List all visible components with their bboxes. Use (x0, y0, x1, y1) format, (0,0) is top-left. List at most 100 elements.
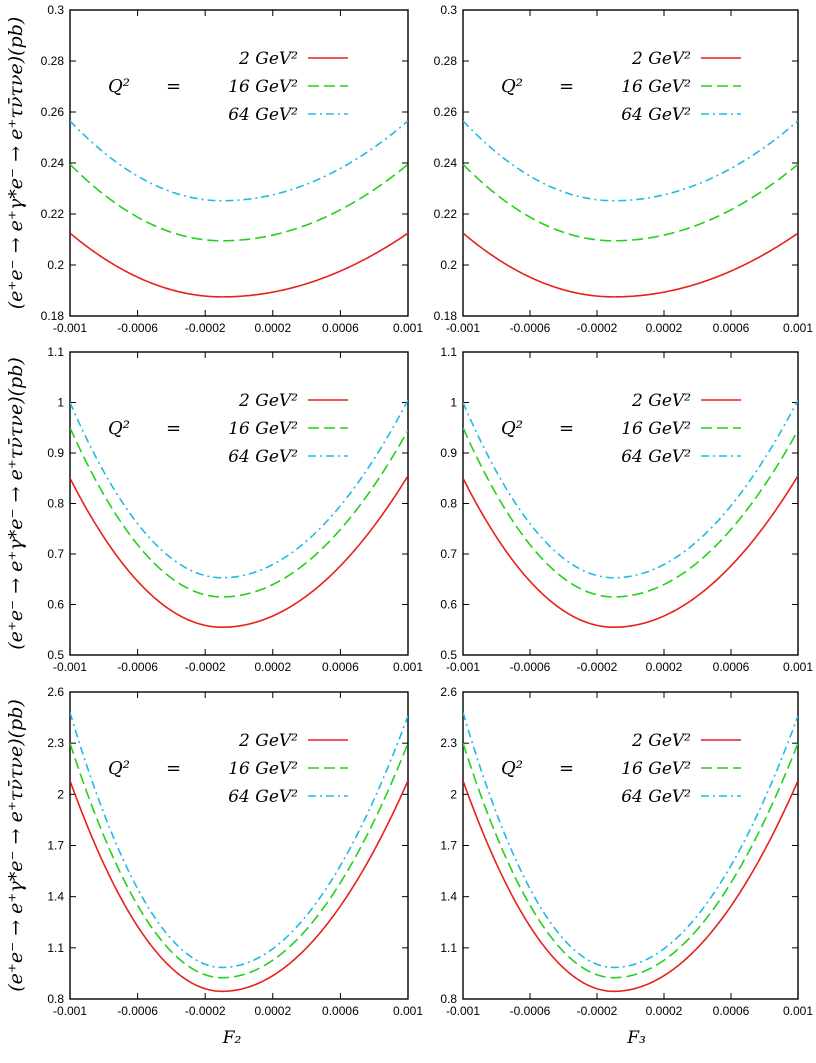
legend-entry-label: 64 GeV² (621, 447, 691, 467)
y-tick-label: 0.2 (440, 258, 457, 272)
legend-q2-label: Q² (501, 758, 523, 779)
y-tick-label: 0.24 (41, 156, 65, 170)
x-tick-label: -0.001 (446, 660, 480, 674)
x-tick-label: 0.001 (783, 660, 813, 674)
legend: Q² = 2 GeV² 16 GeV² 64 GeV² (108, 49, 348, 125)
y-tick-label: 2.3 (47, 736, 64, 750)
x-tick-label: -0.0006 (117, 660, 158, 674)
x-tick-label: -0.0002 (185, 1004, 226, 1018)
plot-frame (462, 691, 799, 1000)
x-tick-label: 0.0002 (646, 660, 683, 674)
y-axis-label: (e⁺e⁻ → e⁺γ*e⁻ → e⁺τν̄τνe)(pb) (5, 17, 27, 310)
legend: Q² = 2 GeV² 16 GeV² 64 GeV² (108, 731, 348, 807)
legend-entry-label: 64 GeV² (621, 787, 691, 807)
x-tick-label: -0.0002 (577, 1004, 618, 1018)
legend-entry-label: 16 GeV² (228, 77, 298, 97)
y-tick-label: 0.26 (41, 105, 65, 119)
y-tick-label: 0.3 (47, 3, 64, 17)
legend-entry-label: 16 GeV² (621, 419, 691, 439)
series-line-16-gev2 (70, 427, 408, 598)
x-tick-label: -0.0002 (185, 321, 226, 335)
y-tick-label: 0.5 (47, 648, 64, 662)
series-line-2-gev2 (463, 232, 798, 298)
legend-entry-label: 2 GeV² (238, 49, 298, 69)
y-tick-label: 0.18 (41, 309, 65, 323)
x-tick-label: -0.0002 (185, 660, 226, 674)
series-line-2-gev2 (463, 780, 798, 993)
y-tick-label: 0.18 (434, 309, 458, 323)
series-line-16-gev2 (463, 742, 798, 979)
y-tick-label: 0.22 (434, 207, 458, 221)
plot-frame (462, 9, 799, 317)
legend-equals: = (559, 758, 574, 779)
y-tick-label: 2 (57, 787, 64, 801)
chart-panel-r1c2: -0.001 -0.0006 -0.0002 0.0002 0.0006 0.001 0.1… (434, 3, 814, 335)
legend-q2-label: Q² (501, 76, 523, 97)
legend-entry-label: 64 GeV² (228, 447, 298, 467)
series-line-64-gev2 (70, 399, 408, 579)
legend-entry-label: 2 GeV² (631, 49, 691, 69)
x-tick-label: 0.0006 (322, 660, 359, 674)
series-line-64-gev2 (70, 120, 408, 202)
x-tick-label: 0.001 (393, 1004, 423, 1018)
legend-entry-label: 16 GeV² (228, 419, 298, 439)
x-tick-label: -0.0006 (510, 660, 551, 674)
legend-equals: = (559, 418, 574, 439)
chart-panel-r2c2: -0.001 -0.0006 -0.0002 0.0002 0.0006 0.001 0.5… (440, 345, 813, 674)
y-tick-label: 0.6 (47, 598, 64, 612)
y-tick-label: 0.22 (41, 207, 65, 221)
legend-q2-label: Q² (108, 418, 130, 439)
y-tick-label: 2.6 (47, 685, 64, 699)
y-axis-label: (e⁺e⁻ → e⁺γ*e⁻ → e⁺τν̄τνe)(pb) (5, 357, 27, 650)
y-tick-label: 0.2 (47, 258, 64, 272)
y-tick-label: 0.28 (434, 54, 458, 68)
legend-entry-label: 16 GeV² (621, 77, 691, 97)
x-tick-label: -0.0002 (577, 321, 618, 335)
y-tick-label: 0.24 (434, 156, 458, 170)
y-tick-label: 1.4 (47, 890, 64, 904)
series-line-16-gev2 (70, 742, 408, 979)
x-tick-label: 0.0002 (254, 321, 291, 335)
series-line-16-gev2 (70, 163, 408, 242)
x-tick-label: -0.001 (53, 660, 87, 674)
y-tick-label: 1.7 (440, 839, 457, 853)
legend-equals: = (166, 758, 181, 779)
x-tick-label: 0.0006 (713, 660, 750, 674)
y-tick-label: 0.8 (47, 497, 64, 511)
series-line-2-gev2 (463, 475, 798, 629)
y-tick-label: 2.3 (440, 736, 457, 750)
y-tick-label: 0.8 (440, 992, 457, 1006)
legend-q2-label: Q² (108, 76, 130, 97)
x-tick-label: 0.001 (783, 1004, 813, 1018)
y-tick-label: 0.7 (440, 547, 457, 561)
legend-equals: = (559, 76, 574, 97)
y-tick-label: 0.3 (440, 3, 457, 17)
y-tick-label: 1.4 (440, 890, 457, 904)
legend: Q² = 2 GeV² 16 GeV² 64 GeV² (108, 391, 348, 467)
x-tick-label: 0.001 (393, 321, 423, 335)
y-tick-label: 0.5 (440, 648, 457, 662)
y-tick-label: 1 (57, 396, 64, 410)
legend-entry-label: 64 GeV² (621, 105, 691, 125)
y-tick-label: 0.8 (47, 992, 64, 1006)
legend-equals: = (166, 418, 181, 439)
chart-panel-r3c2: -0.001 -0.0006 -0.0002 0.0002 0.0006 0.001 0.8… (440, 685, 813, 1048)
y-tick-label: 1 (450, 396, 457, 410)
x-tick-label: -0.001 (53, 1004, 87, 1018)
series-line-64-gev2 (463, 399, 798, 579)
x-tick-label: 0.0006 (322, 1004, 359, 1018)
legend-q2-label: Q² (108, 758, 130, 779)
legend-entry-label: 64 GeV² (228, 787, 298, 807)
x-tick-label: -0.0006 (510, 321, 551, 335)
chart-panel-r1c1: -0.001 -0.0006 -0.0002 0.0002 0.0006 0.001 0.1… (5, 3, 423, 335)
series-line-2-gev2 (70, 780, 408, 993)
legend: Q² = 2 GeV² 16 GeV² 64 GeV² (501, 731, 741, 807)
y-tick-label: 1.7 (47, 839, 64, 853)
x-axis-label: F₃ (626, 1028, 646, 1048)
legend-entry-label: 2 GeV² (631, 731, 691, 751)
chart-panel-r2c1: -0.001 -0.0006 -0.0002 0.0002 0.0006 0.001 0.5… (5, 345, 423, 674)
series-line-2-gev2 (70, 232, 408, 298)
x-tick-label: 0.0002 (254, 660, 291, 674)
x-tick-label: -0.0002 (577, 660, 618, 674)
